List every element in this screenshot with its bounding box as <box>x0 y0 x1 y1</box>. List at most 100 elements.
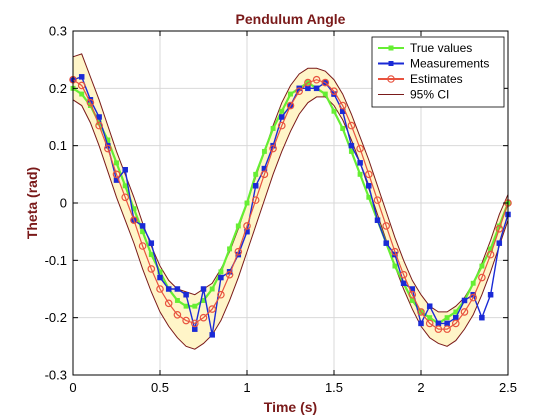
legend-label: Measurements <box>410 57 489 71</box>
data-point <box>305 85 311 92</box>
series-estimates <box>69 75 512 333</box>
data-point <box>426 303 433 309</box>
data-point <box>461 297 468 304</box>
legend-marker <box>387 75 395 83</box>
data-point <box>304 78 312 87</box>
data-point <box>347 121 356 130</box>
legend-label: 95% CI <box>410 88 449 102</box>
data-point <box>139 223 146 229</box>
ci-lower-line <box>72 96 509 350</box>
data-point <box>364 170 373 179</box>
series-layer <box>69 74 512 338</box>
data-point <box>192 303 198 309</box>
data-point <box>183 291 189 298</box>
data-point <box>279 108 285 114</box>
data-point <box>235 223 241 229</box>
y-tick-label: 0 <box>60 196 67 211</box>
data-point <box>138 242 147 250</box>
data-point <box>147 265 156 273</box>
data-point <box>217 290 225 299</box>
data-point <box>174 298 180 303</box>
data-point <box>374 217 381 223</box>
data-point <box>322 91 328 97</box>
legend-entry: Estimates <box>378 72 463 86</box>
data-point <box>86 98 95 107</box>
data-point <box>243 222 251 230</box>
x-tick-label: 0.5 <box>151 380 169 395</box>
data-point <box>148 252 154 258</box>
y-axis-label: Theta (rad) <box>24 167 40 239</box>
data-point <box>425 319 434 328</box>
data-point <box>443 325 451 333</box>
y-tick-label: 0.3 <box>49 24 67 39</box>
x-tick-label: 0 <box>69 380 76 395</box>
data-point <box>392 263 398 269</box>
data-point <box>157 269 163 275</box>
data-point <box>348 142 355 149</box>
data-point <box>251 196 260 204</box>
y-tick-label: 0.1 <box>49 138 67 153</box>
data-point <box>408 290 417 299</box>
data-point <box>218 269 224 275</box>
data-point <box>434 325 443 333</box>
legend-marker <box>388 45 394 51</box>
data-point <box>78 74 85 80</box>
data-point <box>79 91 85 97</box>
data-point <box>486 250 495 259</box>
legend-label: True values <box>410 41 472 55</box>
data-point <box>225 270 234 279</box>
data-point <box>427 315 433 321</box>
legend-marker <box>388 61 394 66</box>
data-point <box>286 101 295 110</box>
legend-entry: Measurements <box>378 57 489 71</box>
x-tick-label: 2 <box>417 380 424 395</box>
legend-entry: 95% CI <box>378 88 449 102</box>
data-point <box>234 247 243 256</box>
legend-label: Estimates <box>410 72 463 86</box>
data-point <box>340 126 346 131</box>
data-point <box>209 332 215 338</box>
x-tick-label: 2.5 <box>499 380 517 395</box>
data-point <box>164 299 173 308</box>
data-point <box>321 78 330 87</box>
data-point <box>112 170 121 179</box>
data-point <box>121 193 130 202</box>
data-point <box>269 144 277 153</box>
data-point <box>479 314 485 321</box>
y-tick-label: -0.1 <box>45 253 67 268</box>
data-point <box>313 85 320 92</box>
data-point <box>227 246 233 252</box>
data-point <box>191 319 199 328</box>
data-point <box>366 183 372 189</box>
data-point <box>356 144 364 153</box>
data-point <box>200 286 207 292</box>
data-point <box>469 293 478 302</box>
data-point <box>122 166 128 173</box>
data-point <box>114 160 119 166</box>
data-point <box>209 286 215 292</box>
data-point <box>357 160 363 166</box>
data-point <box>277 121 286 130</box>
data-point <box>183 303 189 309</box>
y-tick-label: -0.3 <box>45 368 67 383</box>
data-point <box>279 114 285 120</box>
data-point <box>399 270 408 279</box>
data-point <box>122 183 128 189</box>
data-point <box>391 247 399 256</box>
data-point <box>383 240 389 246</box>
x-tick-label: 1.5 <box>325 380 343 395</box>
data-point <box>157 274 163 281</box>
data-point <box>417 308 425 316</box>
data-point <box>366 194 372 200</box>
data-point <box>479 263 485 269</box>
y-tick-label: -0.2 <box>45 310 67 325</box>
data-point <box>77 81 86 90</box>
axis-ticks: 0 0.5 1 1.5 2 2.5 -0.3 -0.2 -0.1 0 0.1 0.2 0.3 <box>45 24 517 396</box>
data-point <box>208 305 217 313</box>
data-point <box>373 196 382 204</box>
data-point <box>460 308 469 316</box>
x-tick-label: 1 <box>243 380 250 395</box>
data-point <box>253 171 259 177</box>
data-point <box>487 291 494 298</box>
data-point <box>496 240 503 246</box>
